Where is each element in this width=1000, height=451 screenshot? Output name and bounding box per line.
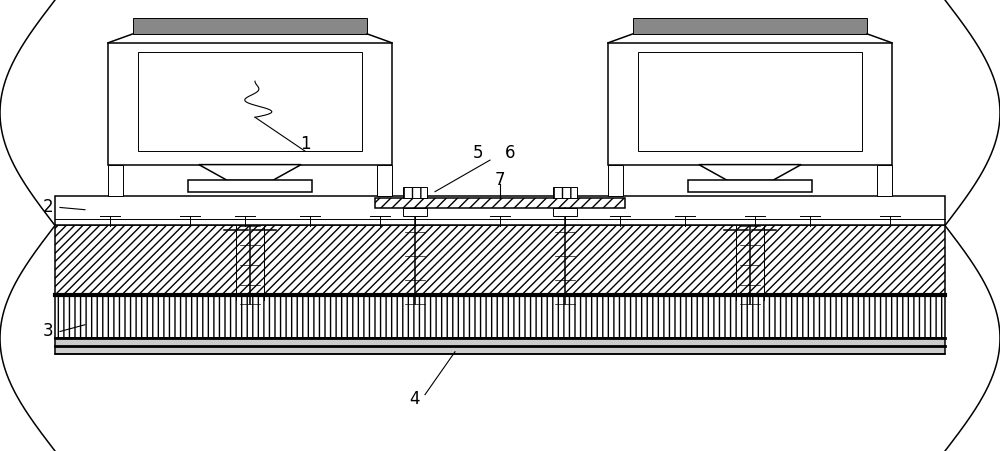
Bar (55, 295, 945, 338)
Polygon shape (377, 165, 392, 196)
Polygon shape (699, 165, 801, 180)
Polygon shape (877, 165, 892, 196)
Bar (638, 52, 862, 151)
Bar (403, 208, 427, 216)
Text: 6: 6 (505, 144, 515, 162)
Polygon shape (108, 165, 123, 196)
Bar (108, 43, 392, 165)
Bar (688, 180, 812, 192)
Bar (633, 18, 867, 34)
Text: 5: 5 (473, 144, 483, 162)
Bar (553, 208, 577, 216)
Text: 2: 2 (43, 198, 53, 216)
Bar (55, 226, 945, 295)
Text: 7: 7 (495, 171, 505, 189)
Bar (375, 198, 625, 208)
Bar (403, 187, 427, 198)
Bar (138, 52, 362, 151)
Bar (608, 43, 892, 165)
Bar (188, 180, 312, 192)
Bar (55, 196, 945, 226)
Bar (55, 338, 945, 354)
Bar (553, 187, 577, 198)
Text: 1: 1 (300, 135, 310, 153)
Text: 3: 3 (43, 322, 53, 341)
Polygon shape (199, 165, 301, 180)
Bar (133, 18, 367, 34)
Polygon shape (608, 165, 623, 196)
Text: 4: 4 (410, 390, 420, 408)
